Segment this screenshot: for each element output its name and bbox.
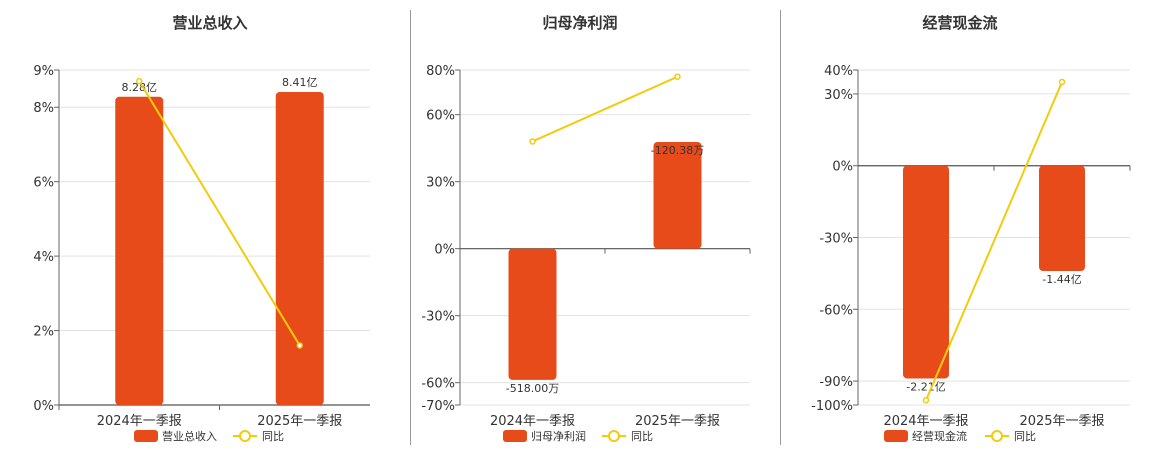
legend-line-label: 同比 (631, 430, 653, 443)
category-label: 2025年一季报 (1019, 414, 1104, 429)
y-tick-label: 30% (824, 88, 853, 103)
yoy-point (136, 77, 143, 85)
y-tick-label: 0% (33, 399, 54, 414)
y-tick-label: 30% (426, 176, 455, 191)
yoy-point (1058, 78, 1066, 86)
y-tick-label: 80% (426, 64, 455, 79)
legend-bar-label: 经营现金流 (912, 429, 967, 443)
bar (275, 91, 324, 405)
y-tick-label: 40% (824, 64, 853, 79)
yoy-line (925, 81, 1063, 401)
chart-title: 营业总收入 (172, 14, 247, 32)
yoy-point (529, 138, 536, 145)
y-tick-label: 0% (832, 160, 853, 175)
y-tick-label: 0% (434, 243, 455, 258)
bar-data-label: -120.38万 (651, 144, 704, 157)
chart-divider (780, 10, 781, 445)
bar (508, 248, 557, 380)
legend-bar-swatch (134, 430, 158, 442)
y-tick-label: 60% (426, 109, 455, 124)
legend-bar-swatch (503, 430, 527, 442)
yoy-point (674, 73, 681, 80)
yoy-point (296, 342, 303, 349)
y-tick-label: 8% (33, 101, 54, 116)
chart-title: 归母净利润 (542, 14, 617, 32)
legend-bar-label: 营业总收入 (162, 429, 217, 443)
net-profit-chart: 归母净利润 -70% -60% -30% 0% 30% 60% 80% -518.00万 -120… (421, 14, 751, 443)
y-tick-label: -70% (421, 399, 455, 414)
cashflow-chart: 经营现金流 -100% -90% -60% -30% 0% 30% 40% -2.21亿 -1.4… (811, 14, 1131, 443)
y-tick-label: -30% (819, 232, 853, 247)
yoy-line (138, 80, 301, 346)
category-label: 2024年一季报 (883, 414, 968, 429)
y-tick-label: -90% (819, 375, 853, 390)
cashflow-chart-panel: 经营现金流 -100% -90% -60% -30% 0% 30% 40% -2.21亿 -1.4… (780, 0, 1150, 450)
y-tick-label: 2% (33, 325, 54, 340)
bar-data-label: -1.44亿 (1042, 273, 1081, 286)
category-label: 2025年一季报 (257, 414, 342, 429)
bar-data-label: -2.21亿 (906, 380, 945, 393)
category-label: 2025年一季报 (635, 414, 720, 429)
yoy-line (532, 75, 678, 143)
legend-line-marker (239, 430, 251, 442)
y-tick-label: -60% (819, 303, 853, 318)
revenue-chart: 营业总收入 0% 2% 4% 6% 8% 9% 8.28亿 8.41亿 2024年一季报 2025年… (33, 14, 370, 443)
y-tick-label: 6% (33, 176, 54, 191)
category-label: 2024年一季报 (97, 414, 182, 429)
revenue-chart-panel: 营业总收入 0% 2% 4% 6% 8% 9% 8.28亿 8.41亿 2024年一季报 2025年… (0, 0, 370, 450)
legend-bar-label: 归母净利润 (531, 429, 586, 443)
y-tick-label: -100% (811, 399, 853, 414)
bar-data-label: 8.41亿 (282, 76, 318, 89)
bar (115, 96, 164, 406)
y-tick-label: -30% (421, 310, 455, 325)
bar (903, 165, 949, 379)
bar-data-label: -518.00万 (506, 382, 559, 395)
chart-divider (410, 10, 411, 445)
legend-bar-swatch (884, 430, 908, 442)
bar-data-label: 8.28亿 (122, 81, 158, 94)
legend-line-marker (991, 430, 1003, 442)
y-tick-label: 4% (33, 250, 54, 265)
legend-line-marker (608, 430, 620, 442)
chart-title: 经营现金流 (922, 14, 997, 32)
bar (1039, 165, 1085, 271)
y-tick-label: 9% (33, 64, 54, 79)
yoy-point (922, 396, 930, 404)
legend-line-label: 同比 (262, 430, 284, 443)
category-label: 2024年一季报 (490, 414, 575, 429)
y-tick-label: -60% (421, 377, 455, 392)
legend-line-label: 同比 (1014, 430, 1036, 443)
net-profit-chart-panel: 归母净利润 -70% -60% -30% 0% 30% 60% 80% -518.00万 -120… (400, 0, 770, 450)
bar (653, 142, 702, 249)
